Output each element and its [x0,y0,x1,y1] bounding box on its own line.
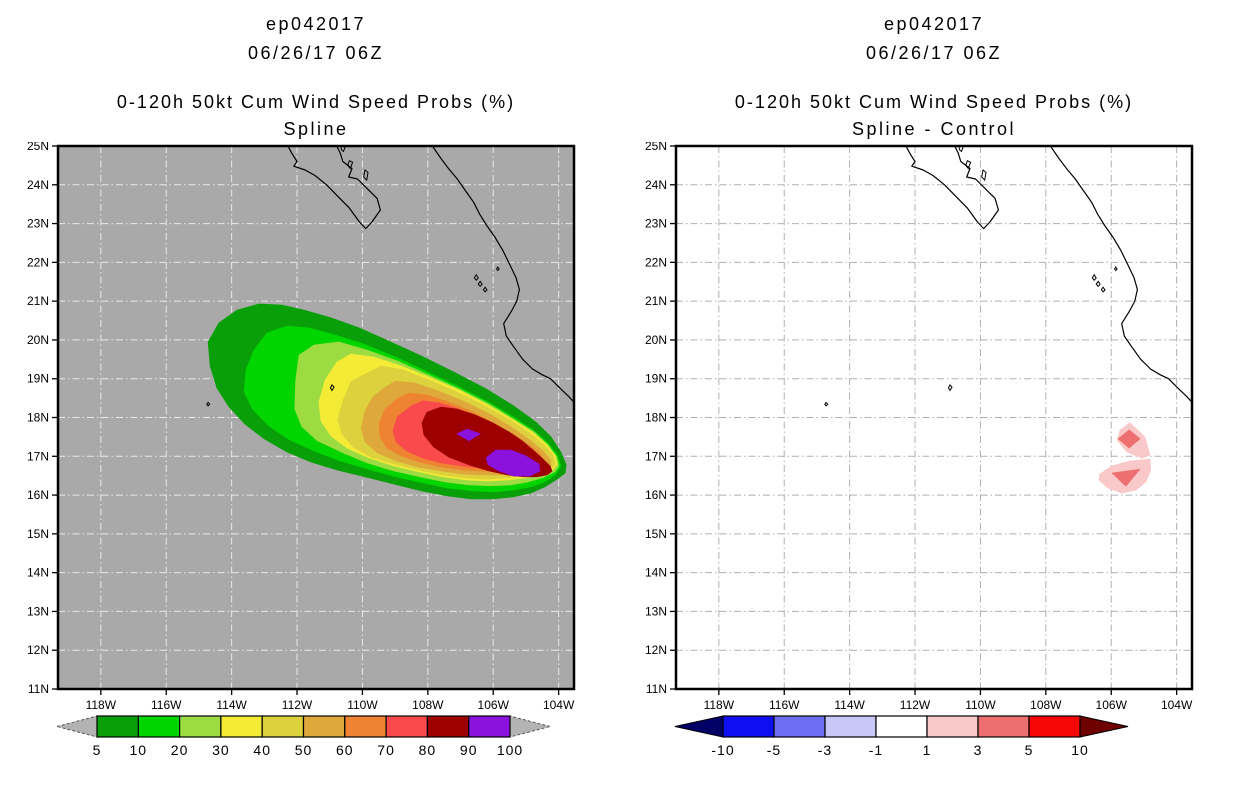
svg-text:10: 10 [1071,742,1089,758]
svg-text:14N: 14N [645,566,667,580]
svg-text:60: 60 [336,742,354,758]
svg-text:21N: 21N [645,294,667,308]
svg-text:10: 10 [130,742,148,758]
svg-text:11N: 11N [28,682,49,696]
svg-text:13N: 13N [27,604,49,618]
difference-colorbar: -10 -5 -3 -1 1 3 5 10 [674,715,1129,758]
svg-text:104W: 104W [1161,698,1193,712]
svg-text:19N: 19N [645,372,667,386]
svg-text:5: 5 [1025,742,1034,758]
svg-text:23N: 23N [645,217,667,231]
difference-map: 25N 24N 23N 22N 21N 20N 19N 18N 17N 16N 15N 14N 13N 1… [645,142,1194,712]
svg-text:-5: -5 [767,742,781,758]
svg-text:110W: 110W [347,698,378,712]
storm-id-title: ep042017 [883,14,985,34]
svg-text:18N: 18N [27,411,49,425]
svg-text:100: 100 [497,742,523,758]
svg-text:25N: 25N [27,142,49,153]
svg-text:19N: 19N [27,372,49,386]
storm-id-title: ep042017 [265,14,367,34]
svg-text:22N: 22N [645,255,667,269]
svg-text:15N: 15N [27,527,49,541]
svg-text:24N: 24N [27,178,49,192]
product-heading: 0-120h 50kt Cum Wind Speed Probs (%) [116,92,516,112]
svg-text:20N: 20N [27,333,49,347]
method-label: Spline [283,119,349,139]
svg-text:-10: -10 [711,742,734,758]
probability-map-panel: ep042017 06/26/17 06Z 0-120h 50kt Cum Wi… [27,10,576,758]
svg-text:21N: 21N [27,294,49,308]
svg-text:116W: 116W [769,698,800,712]
svg-text:5: 5 [93,742,102,758]
svg-text:25N: 25N [645,142,667,153]
svg-text:11N: 11N [646,682,667,696]
method-label: Spline - Control [851,119,1017,139]
difference-map-panel: ep042017 06/26/17 06Z 0-120h 50kt Cum Wi… [618,0,1236,800]
svg-text:108W: 108W [412,698,444,712]
product-heading: 0-120h 50kt Cum Wind Speed Probs (%) [734,92,1134,112]
svg-text:20: 20 [171,742,189,758]
svg-text:116W: 116W [151,698,182,712]
right-title-block: ep042017 06/26/17 06Z 0-120h 50kt Cum Wi… [676,10,1192,142]
svg-text:90: 90 [460,742,478,758]
svg-text:108W: 108W [1030,698,1062,712]
svg-text:70: 70 [377,742,395,758]
svg-text:114W: 114W [834,698,865,712]
svg-text:106W: 106W [478,698,510,712]
svg-text:112W: 112W [900,698,931,712]
svg-text:22N: 22N [27,255,49,269]
svg-text:15N: 15N [645,527,667,541]
init-time-title: 06/26/17 06Z [247,43,385,63]
svg-text:13N: 13N [645,604,667,618]
svg-text:12N: 12N [27,643,49,657]
svg-text:-1: -1 [869,742,883,758]
svg-text:-3: -3 [818,742,832,758]
svg-text:16N: 16N [27,488,49,502]
svg-text:1: 1 [923,742,932,758]
svg-text:23N: 23N [27,217,49,231]
probability-colorbar: 5 10 20 30 40 50 60 70 80 90 100 [55,715,552,758]
svg-text:18N: 18N [645,411,667,425]
svg-text:14N: 14N [27,566,49,580]
init-time-title: 06/26/17 06Z [865,43,1003,63]
svg-text:50: 50 [295,742,313,758]
svg-text:20N: 20N [645,333,667,347]
svg-text:30: 30 [212,742,230,758]
svg-text:40: 40 [253,742,271,758]
svg-text:80: 80 [419,742,437,758]
svg-text:17N: 17N [27,449,49,463]
svg-text:12N: 12N [645,643,667,657]
svg-text:112W: 112W [282,698,313,712]
svg-text:106W: 106W [1096,698,1128,712]
svg-text:110W: 110W [965,698,996,712]
svg-text:3: 3 [974,742,983,758]
svg-text:16N: 16N [645,488,667,502]
svg-text:118W: 118W [704,698,735,712]
svg-text:118W: 118W [86,698,117,712]
left-title-block: ep042017 06/26/17 06Z 0-120h 50kt Cum Wi… [58,10,574,142]
svg-text:24N: 24N [645,178,667,192]
svg-text:17N: 17N [645,449,667,463]
svg-text:114W: 114W [216,698,247,712]
wind-probability-map: 25N 24N 23N 22N 21N 20N 19N 18N 17N 16N 15N 14N 13N 1… [27,142,576,712]
svg-text:104W: 104W [543,698,575,712]
